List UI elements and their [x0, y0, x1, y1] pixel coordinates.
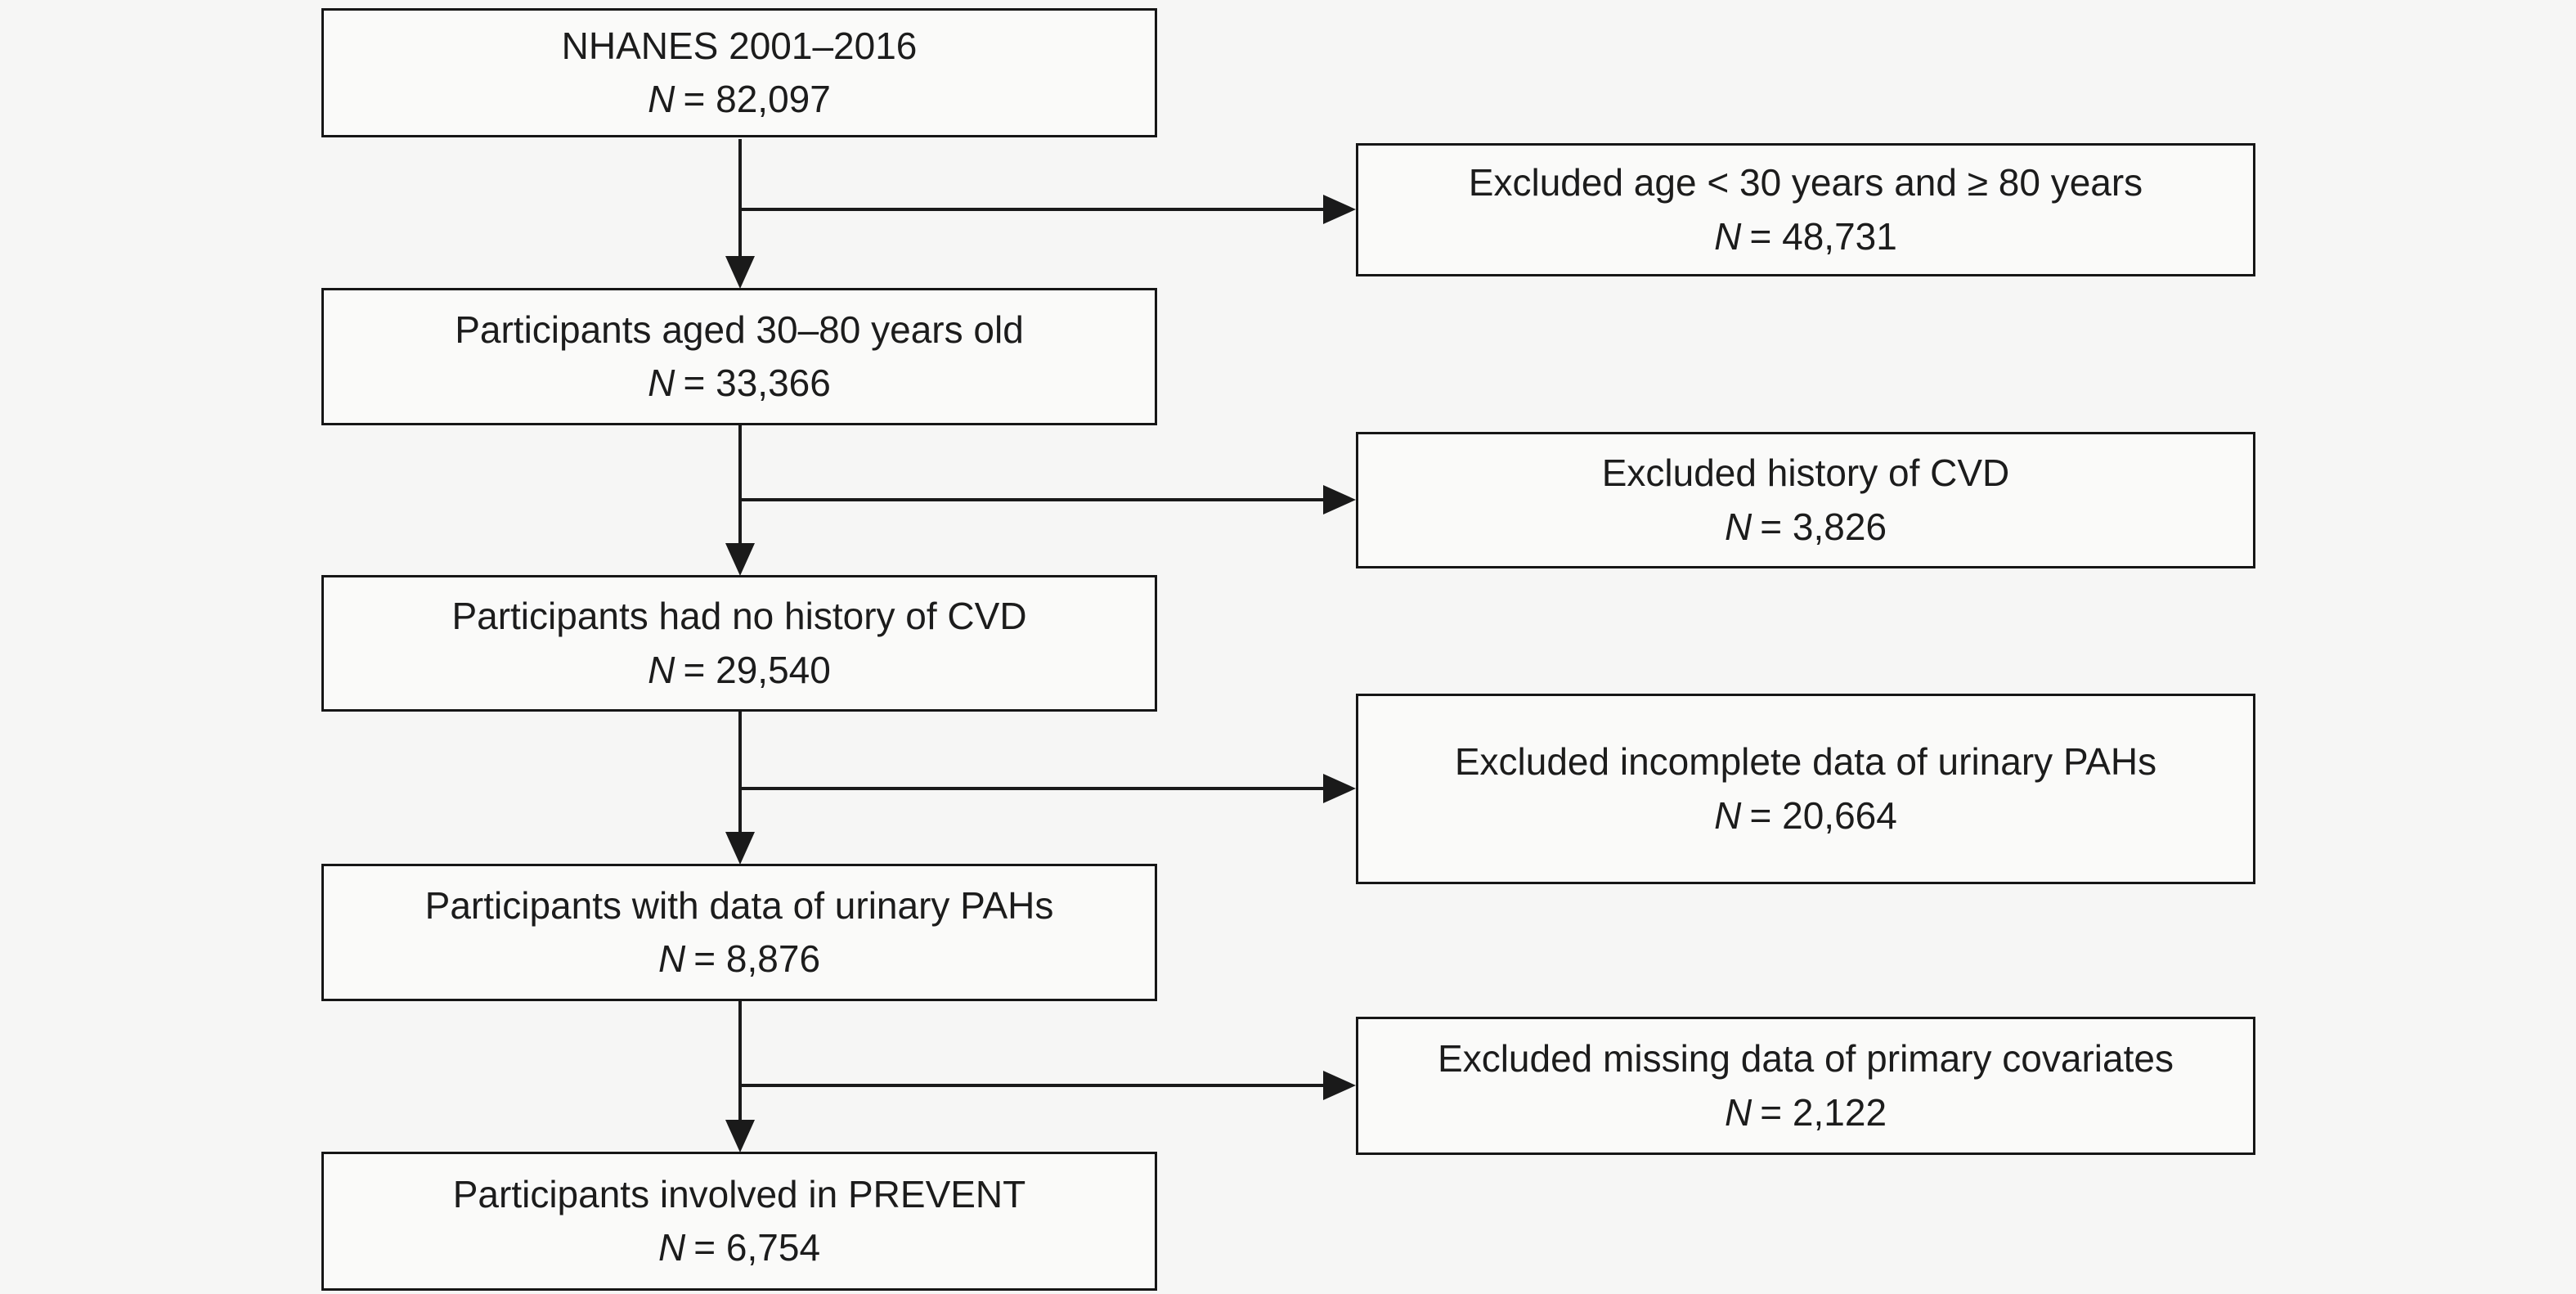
box-count: N = 2,122: [1725, 1086, 1887, 1139]
n-symbol: N: [648, 362, 675, 404]
n-symbol: N: [1714, 214, 1742, 258]
flow-box-excluded-cvd: Excluded history of CVD N = 3,826: [1356, 432, 2255, 568]
n-value: = 33,366: [683, 362, 831, 404]
n-value: = 6,754: [693, 1226, 821, 1269]
box-label: Participants had no history of CVD: [451, 595, 1027, 638]
n-value: = 29,540: [683, 648, 831, 691]
flow-box-aged-30-80: Participants aged 30–80 years old N = 33,…: [321, 288, 1157, 425]
box-count: N = 33,366: [648, 357, 831, 410]
box-label: NHANES 2001–2016: [561, 24, 918, 67]
box-count: N = 8,876: [658, 932, 820, 986]
n-value: = 8,876: [693, 937, 821, 980]
n-symbol: N: [657, 937, 686, 980]
box-label: Excluded history of CVD: [1601, 452, 2010, 495]
box-label: Excluded incomplete data of urinary PAHs: [1454, 740, 2157, 784]
flow-box-urinary-pahs-data: Participants with data of urinary PAHs N…: [321, 864, 1157, 1001]
box-label: Participants aged 30–80 years old: [455, 308, 1024, 351]
n-symbol: N: [648, 648, 675, 691]
n-value: = 48,731: [1749, 214, 1897, 258]
box-count: N = 20,664: [1714, 789, 1897, 842]
n-value: = 3,826: [1760, 505, 1887, 548]
box-count: N = 29,540: [648, 644, 831, 697]
flow-box-excluded-covariates: Excluded missing data of primary covaria…: [1356, 1017, 2255, 1155]
n-value: = 20,664: [1749, 793, 1897, 837]
flow-box-excluded-age: Excluded age < 30 years and ≥ 80 years N…: [1356, 143, 2255, 276]
box-label: Excluded age < 30 years and ≥ 80 years: [1468, 161, 2143, 204]
n-symbol: N: [1724, 505, 1752, 548]
flow-box-excluded-pahs: Excluded incomplete data of urinary PAHs…: [1356, 694, 2255, 884]
n-symbol: N: [1724, 1090, 1752, 1134]
box-label: Participants involved in PREVENT: [452, 1172, 1026, 1215]
box-count: N = 48,731: [1714, 210, 1897, 263]
box-count: N = 3,826: [1725, 501, 1887, 554]
box-label: Excluded missing data of primary covaria…: [1438, 1037, 2174, 1081]
n-symbol: N: [1714, 793, 1742, 837]
box-label: Participants with data of urinary PAHs: [424, 883, 1054, 927]
n-symbol: N: [657, 1226, 686, 1269]
n-symbol: N: [648, 78, 675, 120]
flow-box-nhanes: NHANES 2001–2016 N = 82,097: [321, 8, 1157, 137]
flow-box-prevent: Participants involved in PREVENT N = 6,75…: [321, 1152, 1157, 1291]
box-count: N = 82,097: [648, 73, 831, 126]
box-count: N = 6,754: [658, 1221, 820, 1274]
flow-box-no-cvd-history: Participants had no history of CVD N = 29…: [321, 575, 1157, 712]
n-value: = 82,097: [683, 78, 831, 120]
n-value: = 2,122: [1760, 1090, 1887, 1134]
